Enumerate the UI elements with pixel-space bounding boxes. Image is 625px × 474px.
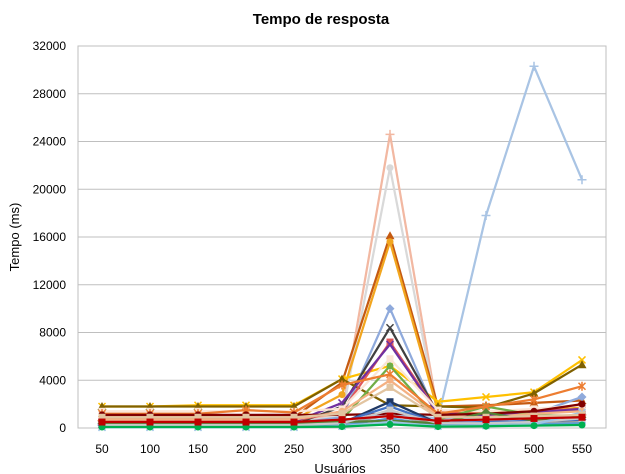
data-point (577, 381, 587, 391)
data-point (385, 231, 395, 240)
y-tick-label: 4000 (39, 373, 66, 387)
series-line (102, 234, 583, 419)
data-point (385, 340, 395, 349)
x-tick-label: 100 (140, 442, 160, 456)
data-point (578, 421, 586, 429)
data-point (530, 414, 538, 422)
series-lines (97, 61, 587, 432)
data-point (529, 394, 539, 404)
y-tick-label: 0 (59, 421, 66, 435)
data-point (194, 413, 202, 421)
data-point (386, 412, 394, 420)
x-tick-label: 200 (236, 442, 256, 456)
data-point (481, 392, 491, 401)
data-point (386, 338, 394, 346)
data-point (385, 129, 395, 139)
data-point (98, 413, 106, 421)
series-26 (98, 412, 586, 426)
data-point (434, 423, 442, 431)
data-point (386, 238, 394, 246)
data-point (242, 413, 250, 421)
x-tick-label: 250 (284, 442, 304, 456)
y-tick-label: 16000 (33, 230, 67, 244)
y-axis-label: Tempo (ms) (7, 203, 22, 272)
gridlines (78, 45, 606, 429)
y-tick-label: 24000 (33, 135, 67, 149)
data-point (386, 420, 394, 428)
data-point (338, 416, 346, 424)
data-point (386, 398, 394, 406)
data-point (577, 175, 587, 185)
data-point (482, 416, 490, 424)
y-tick-label: 8000 (39, 326, 66, 340)
x-tick-label: 350 (380, 442, 400, 456)
data-point (338, 391, 346, 399)
data-point (385, 323, 395, 332)
data-point (577, 392, 587, 402)
data-point (338, 410, 346, 418)
data-point (386, 406, 394, 414)
x-tick-label: 500 (524, 442, 544, 456)
data-point (290, 418, 298, 426)
data-point (433, 397, 443, 406)
data-point (578, 400, 586, 408)
data-point (98, 418, 106, 426)
x-axis-label: Usuários (314, 461, 366, 474)
x-tick-label: 450 (476, 442, 496, 456)
y-tick-label: 32000 (33, 39, 67, 53)
data-point (385, 304, 395, 314)
y-tick-label: 20000 (33, 182, 67, 196)
data-point (337, 380, 347, 390)
data-point (577, 355, 587, 364)
x-tick-label: 550 (572, 442, 592, 456)
series-line (102, 65, 584, 426)
data-point (242, 418, 250, 426)
y-axis-ticks: 0 4000 8000 12000 16000 20000 24000 28000 32000 (33, 39, 67, 435)
data-point (386, 383, 394, 391)
x-tick-label: 300 (332, 442, 352, 456)
data-point (386, 376, 394, 384)
data-point (529, 61, 539, 71)
x-tick-label: 150 (188, 442, 208, 456)
y-tick-label: 28000 (33, 87, 67, 101)
data-point (386, 164, 394, 172)
data-point (146, 418, 154, 426)
data-point (386, 362, 394, 370)
data-point (194, 418, 202, 426)
chart-title: Tempo de resposta (253, 11, 390, 28)
data-point (386, 355, 394, 363)
x-axis-ticks: 50 100 150 200 250 300 350 400 450 500 550 (95, 442, 592, 456)
data-point (434, 417, 442, 425)
x-tick-label: 400 (428, 442, 448, 456)
data-point (530, 418, 538, 426)
x-tick-label: 50 (95, 442, 109, 456)
data-point (530, 422, 538, 430)
series-1 (97, 61, 587, 429)
data-point (290, 413, 298, 421)
y-tick-label: 12000 (33, 278, 67, 292)
data-point (481, 211, 491, 221)
data-point (146, 413, 154, 421)
data-point (578, 413, 586, 421)
data-point (337, 374, 347, 383)
data-point (577, 360, 587, 369)
data-point (529, 388, 539, 397)
data-point (482, 422, 490, 430)
data-point (434, 413, 442, 421)
data-point (338, 423, 346, 431)
